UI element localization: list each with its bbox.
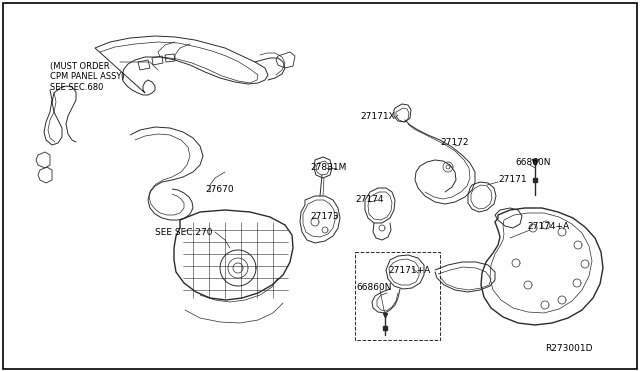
Text: 27171: 27171 — [498, 175, 527, 184]
Text: 66860N: 66860N — [515, 158, 550, 167]
Text: (MUST ORDER
CPM PANEL ASSY)
SEE SEC.680: (MUST ORDER CPM PANEL ASSY) SEE SEC.680 — [50, 62, 125, 92]
Text: 27171+A: 27171+A — [388, 266, 430, 275]
Text: 27174: 27174 — [355, 195, 383, 204]
Text: 27670: 27670 — [205, 185, 234, 194]
Text: 27171X: 27171X — [360, 112, 395, 121]
Text: 27174+A: 27174+A — [527, 222, 569, 231]
Text: 27172: 27172 — [440, 138, 468, 147]
Text: SEE SEC.270: SEE SEC.270 — [155, 228, 212, 237]
Text: R273001D: R273001D — [545, 344, 593, 353]
Text: 27173: 27173 — [310, 212, 339, 221]
Text: 66860N: 66860N — [356, 283, 392, 292]
Text: 27831M: 27831M — [310, 163, 346, 172]
